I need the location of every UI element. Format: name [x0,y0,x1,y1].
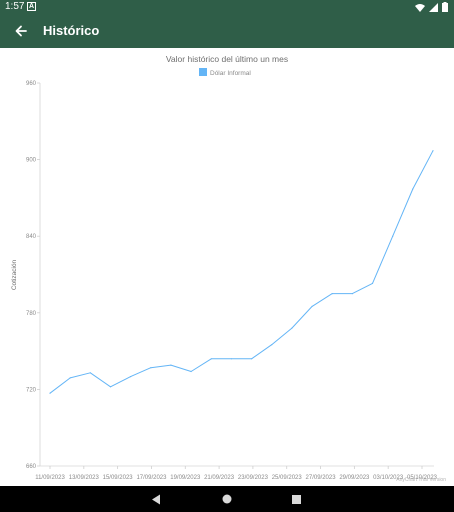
arrow-back-icon [15,25,27,37]
navigation-bar [0,486,454,512]
legend-label: Dólar Informal [210,70,251,77]
notification-icon: A [27,2,36,11]
nav-back-button[interactable] [148,491,164,507]
x-tick-label: 21/09/2023 [204,475,235,481]
page-title: Histórico [43,23,100,38]
x-tick-label: 15/09/2023 [103,475,134,481]
data-point [49,392,51,394]
data-point [371,282,374,284]
data-point [432,150,434,152]
x-tick-label: 17/09/2023 [136,475,167,481]
x-tick-label: 27/09/2023 [306,475,337,481]
x-tick-label: 03/10/2023 [373,475,404,481]
chart-series [49,150,434,394]
back-button[interactable] [8,18,34,44]
data-point [89,372,91,374]
signal-icon [429,2,438,12]
data-point [150,367,152,369]
data-point [351,293,353,295]
chart-watermark: AnyChart Trial Version [396,477,446,483]
chart-axes: 660 720 780 840 900 960 11/09/2023 13/09/2023 15… [26,81,438,481]
legend: Dólar Informal [199,68,251,77]
app-bar: Histórico [0,14,454,48]
wifi-icon [415,3,425,12]
y-axis-label: Cotización [11,259,18,290]
data-point [170,364,172,366]
status-time: 1:57 [5,1,25,12]
x-tick-label: 19/09/2023 [170,475,201,481]
legend-swatch [199,68,207,76]
x-tick-label: 23/09/2023 [238,475,269,481]
data-point [412,188,414,190]
x-tick-label: 05/10/2023 [407,475,438,481]
back-triangle-icon [152,494,160,504]
y-tick-label: 660 [26,464,37,470]
y-tick-label: 900 [26,158,37,164]
data-point [190,370,192,373]
data-point [331,293,333,295]
y-tick-label: 780 [26,311,37,317]
series-line [49,150,434,394]
x-tick-label: 29/09/2023 [339,475,370,481]
data-point [130,376,132,378]
line-chart: Valor histórico del último un mes Dólar … [11,54,446,483]
battery-icon [442,2,448,12]
x-tick-label: 25/09/2023 [272,475,303,481]
y-tick-label: 720 [26,387,37,393]
recents-square-icon [291,494,301,504]
data-point [291,327,293,329]
nav-recents-button[interactable] [288,491,304,507]
data-point [230,358,232,360]
data-point [271,344,273,346]
data-point [311,305,313,307]
x-tick-label: 13/09/2023 [69,475,100,481]
status-icons [415,1,448,13]
status-bar: 1:57 A [0,0,454,14]
home-circle-icon [222,494,232,504]
data-point [109,386,112,388]
data-point [69,377,71,379]
y-tick-label: 960 [26,81,37,87]
x-tick-label: 11/09/2023 [35,475,65,481]
data-point [251,358,253,360]
chart-title: Valor histórico del último un mes [166,54,288,64]
nav-home-button[interactable] [219,491,235,507]
y-tick-label: 840 [26,234,37,240]
data-point [392,235,394,237]
chart-container: Valor histórico del último un mes Dólar … [0,48,454,486]
data-point [210,358,212,360]
